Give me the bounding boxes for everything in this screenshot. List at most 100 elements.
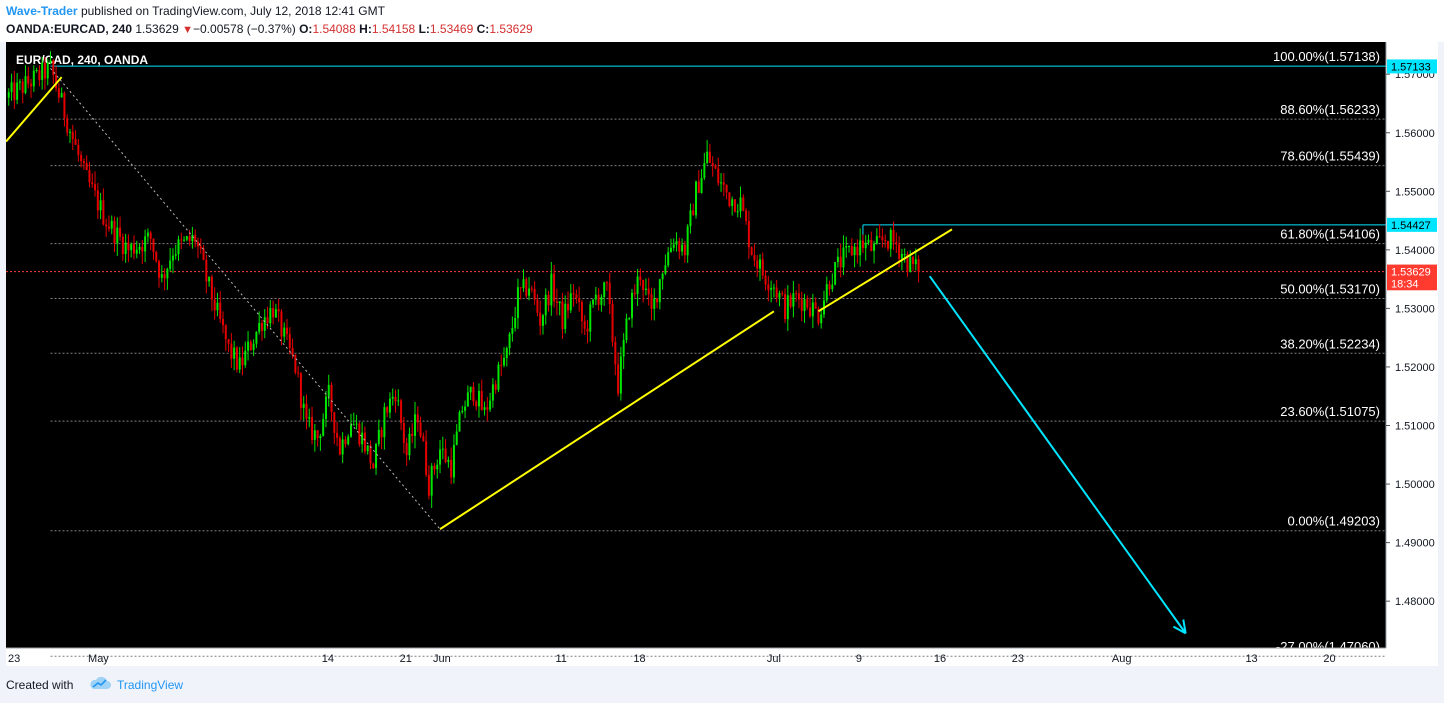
- candle-body: [605, 282, 608, 284]
- candle-body: [647, 288, 650, 295]
- candle-body: [57, 88, 60, 98]
- candle-body: [447, 459, 450, 462]
- candle-body: [533, 288, 536, 300]
- candle-body: [547, 294, 550, 306]
- candle-body: [77, 144, 80, 155]
- price-chart[interactable]: EUR/CAD, 240, OANDA 100.00%(1.57138) 88.60…: [6, 42, 1438, 666]
- price-tag-label: 18:34: [1391, 278, 1419, 290]
- candle-body: [742, 197, 745, 211]
- candle-body: [99, 200, 102, 211]
- candle-body: [803, 299, 806, 311]
- candle-body: [213, 299, 216, 311]
- candle-body: [650, 294, 653, 309]
- candle-body: [444, 448, 447, 462]
- candle-body: [7, 92, 10, 98]
- candle-body: [138, 246, 141, 250]
- candle-body: [656, 298, 659, 303]
- candle-body: [786, 295, 789, 320]
- candle-body: [441, 448, 444, 450]
- published-text: published on TradingView.com, July 12, 2…: [80, 4, 385, 18]
- candle-body: [664, 265, 667, 274]
- candle-body: [589, 304, 592, 332]
- candle-body: [669, 247, 672, 253]
- candle-body: [789, 295, 792, 307]
- candle-body: [347, 436, 350, 445]
- candle-body: [703, 162, 706, 178]
- candle-body: [914, 259, 917, 265]
- candle-body: [564, 303, 567, 329]
- candle-body: [405, 442, 408, 456]
- high-label: H:: [359, 22, 372, 36]
- candle-body: [530, 288, 533, 290]
- x-tick-label: 18: [633, 653, 645, 665]
- candle-body: [508, 333, 511, 348]
- candle-body: [686, 226, 689, 256]
- candle-body: [658, 279, 661, 303]
- candle-body: [544, 294, 547, 316]
- candle-body: [416, 414, 419, 423]
- candle-body: [388, 398, 391, 413]
- candle-body: [859, 240, 862, 256]
- candle-body: [21, 81, 24, 93]
- footer: Created with TradingView: [0, 666, 1444, 703]
- fib-level-label: 23.60%(1.51075): [1280, 404, 1380, 419]
- candle-body: [336, 432, 339, 438]
- candle-body: [433, 465, 436, 470]
- candle-body: [41, 62, 44, 80]
- candle-body: [586, 328, 589, 332]
- candle-body: [160, 274, 163, 278]
- price-tag: [1387, 217, 1437, 232]
- chart-panel[interactable]: EUR/CAD, 240, OANDA 100.00%(1.57138) 88.60…: [6, 42, 1438, 666]
- candle-body: [781, 293, 784, 295]
- x-tick-label: May: [88, 653, 109, 665]
- candle-body: [171, 255, 174, 261]
- price-axis-background: [1386, 42, 1438, 666]
- candle-body: [18, 81, 21, 83]
- candle-body: [653, 298, 656, 309]
- candle-body: [169, 260, 172, 269]
- candle-body: [163, 274, 166, 279]
- candle-body: [617, 364, 620, 394]
- candle-body: [127, 242, 130, 251]
- candle-body: [633, 292, 636, 294]
- candle-body: [80, 154, 83, 162]
- tradingview-link[interactable]: TradingView: [117, 678, 184, 692]
- candle-body: [358, 423, 361, 445]
- candle-body: [397, 400, 400, 402]
- candle-body: [158, 261, 161, 278]
- candle-body: [107, 226, 110, 229]
- candle-body: [834, 262, 837, 285]
- candle-body: [856, 246, 859, 256]
- candle-body: [672, 244, 675, 248]
- candle-body: [383, 407, 386, 438]
- candle-body: [592, 299, 595, 305]
- projection-arrow-line: [928, 275, 1187, 634]
- candle-body: [85, 163, 88, 171]
- y-tick-label: 1.52000: [1395, 362, 1435, 374]
- candle-body: [906, 254, 909, 273]
- candle-body: [121, 236, 124, 255]
- time-axis-background: [6, 648, 1386, 666]
- author-link[interactable]: Wave-Trader: [6, 4, 78, 18]
- candle-body: [661, 273, 664, 280]
- candle-body: [761, 259, 764, 276]
- chart-title: EUR/CAD, 240, OANDA: [16, 53, 148, 67]
- candle-body: [341, 439, 344, 455]
- candle-body: [149, 232, 152, 239]
- candle-body: [639, 276, 642, 280]
- candle-body: [411, 433, 414, 436]
- y-tick-label: 1.50000: [1395, 479, 1435, 491]
- candle-body: [736, 211, 739, 213]
- candle-body: [116, 227, 119, 244]
- candle-body: [380, 429, 383, 438]
- candle-body: [68, 131, 71, 133]
- candle-body: [419, 422, 422, 437]
- candle-body: [294, 354, 297, 373]
- fib-level-label: 38.20%(1.52234): [1280, 336, 1380, 351]
- candle-body: [60, 93, 63, 98]
- candle-body: [831, 284, 834, 290]
- candle-body: [350, 424, 352, 437]
- candle-body: [497, 364, 500, 390]
- low-label: L:: [418, 22, 430, 36]
- candle-body: [194, 234, 197, 242]
